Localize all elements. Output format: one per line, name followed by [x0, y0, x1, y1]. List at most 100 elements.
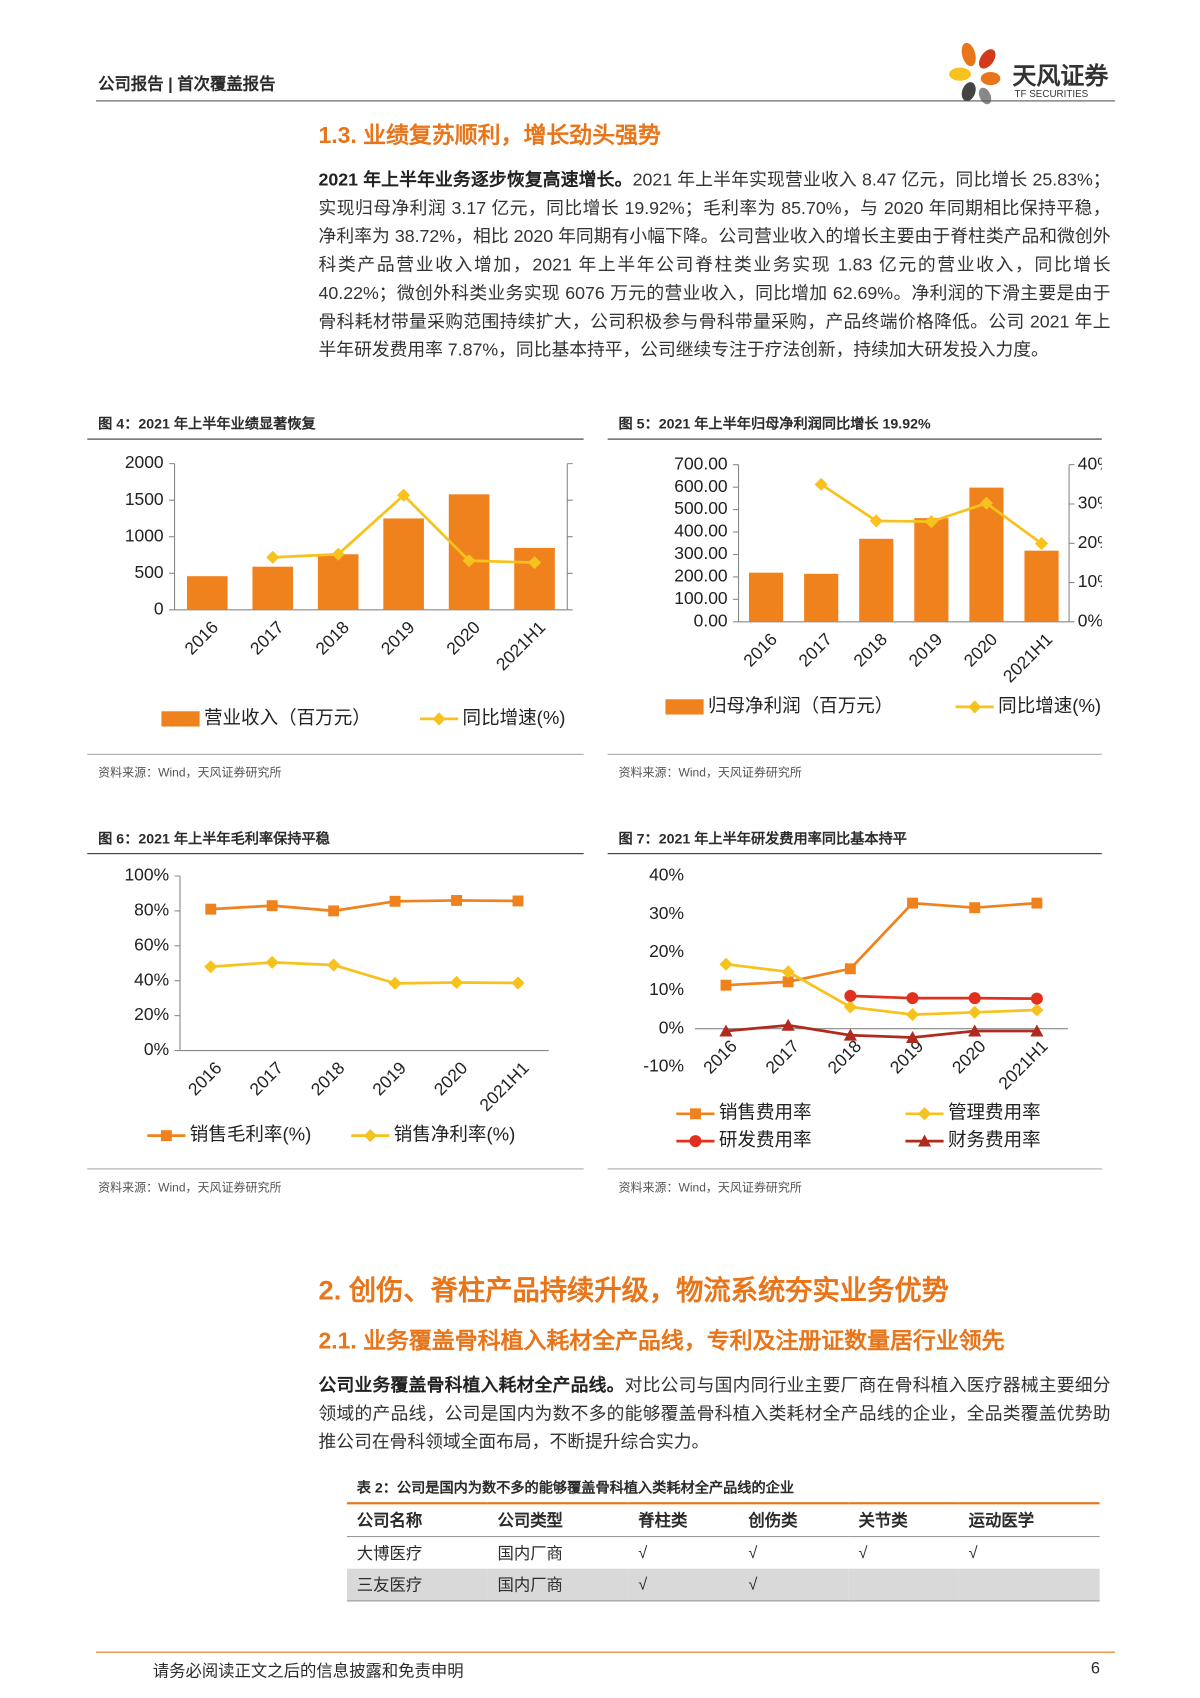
- marker: [844, 989, 857, 1002]
- y2-tick-label: 30%: [1078, 493, 1102, 513]
- table-cell: 三友医疗: [356, 1576, 423, 1595]
- marker: [512, 895, 524, 907]
- figure-source: 资料来源：Wind，天风证券研究所: [618, 766, 802, 780]
- figure-title: 图 7：2021 年上半年研发费用率同比基本持平: [607, 827, 1102, 855]
- y-tick-label: 80%: [134, 900, 169, 920]
- x-tick-label: 2019: [905, 629, 947, 671]
- y-tick-label: 20%: [649, 941, 684, 961]
- marker: [451, 894, 462, 906]
- legend-label: 销售毛利率(%): [190, 1124, 311, 1145]
- legend-marker: [363, 1129, 377, 1143]
- y-tick-label: 0: [154, 598, 164, 618]
- table-cell: 国内厂商: [497, 1576, 563, 1595]
- marker: [905, 1030, 920, 1043]
- marker: [511, 976, 525, 990]
- x-tick-label: 2016: [699, 1036, 741, 1078]
- y2-tick-label: 40%: [1078, 453, 1102, 473]
- marker: [843, 1028, 857, 1041]
- x-tick-label: 2020: [960, 629, 1002, 671]
- marker: [449, 975, 464, 990]
- x-tick-label: 2021H1: [999, 629, 1056, 686]
- legend-swatch: [665, 699, 704, 715]
- figure: 图 7：2021 年上半年研发费用率同比基本持平 -10% 0% 10% 20% 30% 4…: [607, 827, 1102, 1196]
- x-tick-label: 2020: [430, 1058, 472, 1100]
- paragraph: 公司业务覆盖骨科植入耗材全产品线。对比公司与国内同行业主要厂商在骨科植入医疗器械…: [319, 1371, 1111, 1456]
- legend-label: 财务费用率: [948, 1129, 1041, 1150]
- marker: [719, 1024, 733, 1037]
- legend-marker: [432, 712, 446, 726]
- y-tick-label: 30%: [649, 903, 684, 923]
- y-tick-label: 700.00: [674, 453, 728, 473]
- figure-title: 图 6：2021 年上半年毛利率保持平稳: [87, 827, 584, 855]
- marker: [266, 900, 278, 912]
- y-tick-label: 500.00: [674, 498, 728, 518]
- marker: [844, 963, 856, 975]
- x-tick-label: 2017: [246, 617, 288, 659]
- marker: [205, 903, 217, 915]
- marker: [204, 960, 218, 974]
- legend-label: 同比增速(%): [463, 707, 566, 728]
- marker: [843, 1000, 857, 1014]
- marker: [265, 955, 279, 969]
- x-tick-label: 2020: [442, 617, 484, 659]
- table-cell: [849, 1569, 959, 1601]
- marker: [720, 979, 732, 991]
- y-tick-label: 100%: [124, 865, 169, 885]
- line: [725, 901, 1038, 987]
- footer-rule: [95, 1651, 1115, 1653]
- line: [210, 899, 519, 913]
- y-tick-label: 2000: [125, 452, 164, 472]
- marker: [968, 1024, 982, 1037]
- y-tick-label: 20%: [134, 1004, 169, 1024]
- column-header: 创伤类: [748, 1511, 798, 1531]
- marker: [328, 905, 340, 917]
- marker: [781, 965, 795, 979]
- marker: [389, 895, 401, 907]
- chart: -10%0%10%20%30%40%2016 2017 2018 2019 2020 20…: [643, 865, 1068, 1150]
- table-cell: [959, 1569, 1100, 1601]
- x-tick-label: 2016: [184, 1058, 226, 1100]
- table-cell: √: [748, 1575, 758, 1594]
- y-tick-label: 400.00: [674, 521, 728, 541]
- line: [850, 994, 1037, 1001]
- report-type: 公司报告 | 首次覆盖报告: [98, 75, 276, 94]
- legend-label: 归母净利润（百万元）: [708, 695, 893, 716]
- section-heading: 1.3. 业绩复苏顺利，增长劲头强势: [318, 123, 661, 149]
- bar: [804, 573, 839, 622]
- x-tick-label: 2017: [794, 629, 836, 671]
- marker: [969, 902, 981, 914]
- bar: [448, 494, 490, 610]
- bar: [317, 554, 359, 610]
- table-cell: 国内厂商: [497, 1544, 563, 1564]
- y-tick-label: 300.00: [674, 543, 728, 563]
- table-cell: √: [968, 1543, 978, 1563]
- marker: [266, 550, 280, 564]
- bar: [383, 518, 424, 610]
- bar: [1024, 550, 1059, 622]
- marker: [906, 992, 919, 1005]
- marker: [782, 976, 794, 988]
- y-tick-label: 100.00: [674, 588, 728, 608]
- y-tick-label: 0%: [144, 1039, 169, 1059]
- marker: [527, 556, 542, 570]
- table-title: 表 2：公司是国内为数不多的能够覆盖骨科植入类耗材全产品线的企业: [356, 1479, 795, 1496]
- page-number: 6: [1090, 1659, 1101, 1678]
- y-tick-label: 60%: [134, 934, 169, 954]
- marker: [781, 1018, 795, 1031]
- table-cell: √: [638, 1575, 648, 1594]
- column-header: 公司名称: [356, 1511, 423, 1531]
- table-row: 大博医疗 国内厂商 √ √ √ √: [347, 1537, 1100, 1569]
- y-tick-label: -10%: [643, 1056, 684, 1076]
- figure-title: 图 5：2021 年上半年归母净利润同比增长 19.92%: [607, 412, 1102, 440]
- disclaimer: 请务必阅读正文之后的信息披露和免责申明: [152, 1662, 464, 1682]
- x-tick-label: 2018: [850, 629, 892, 671]
- y-tick-label: 40%: [134, 969, 169, 989]
- x-tick-label: 2018: [824, 1036, 866, 1078]
- y-tick-label: 10%: [649, 979, 684, 999]
- marker: [905, 1008, 920, 1022]
- legend-label: 销售费用率: [719, 1102, 812, 1123]
- table: 公司名称 公司类型 脊柱类 创伤类 关节类 运动医学 大博医疗 国内厂商 √ √ √ √ 三友医疗 国内厂…: [346, 1502, 1100, 1602]
- legend-marker: [917, 1107, 932, 1121]
- sub-heading: 2.1. 业务覆盖骨科植入耗材全产品线，专利及注册证数量居行业领先: [318, 1328, 1005, 1354]
